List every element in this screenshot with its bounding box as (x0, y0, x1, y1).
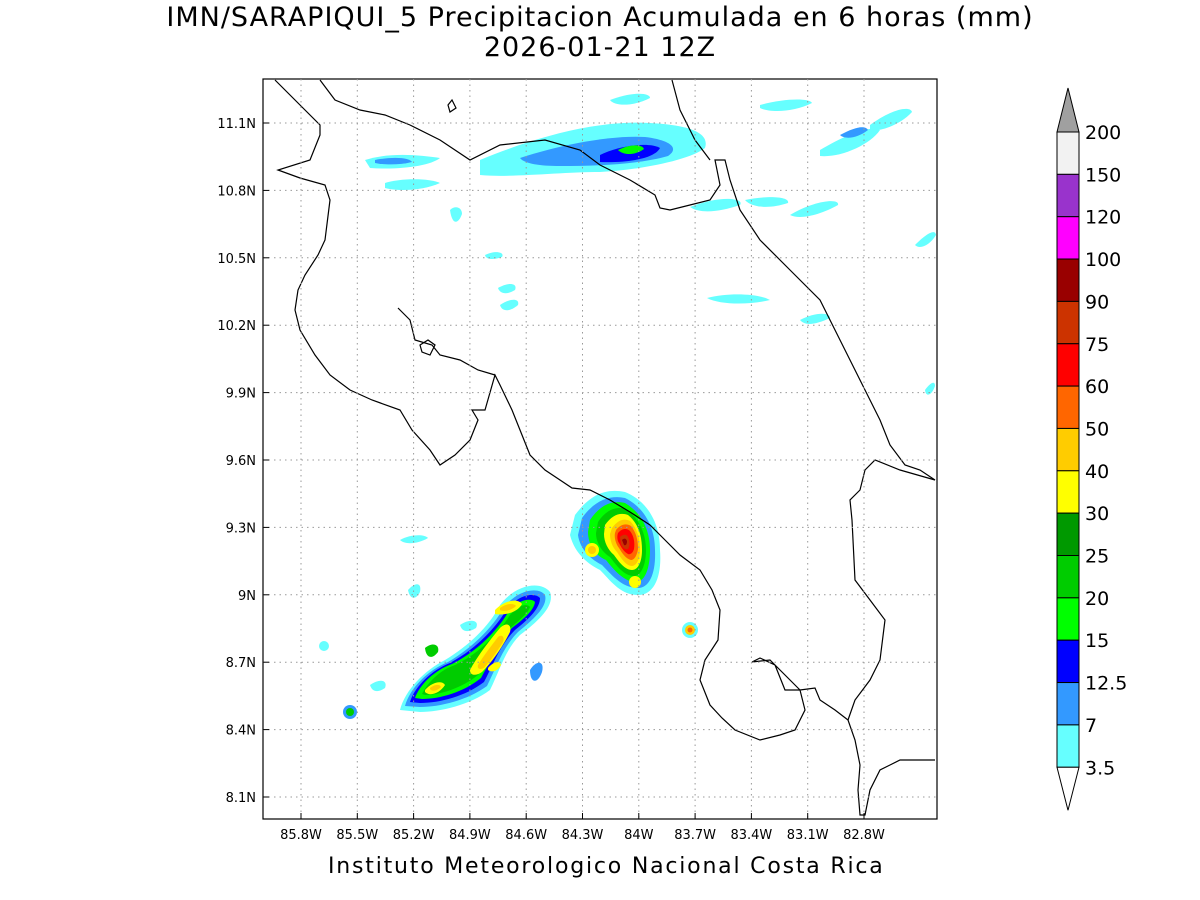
y-tick-label: 8.7N (226, 656, 256, 671)
colorbar-label: 12.5 (1085, 673, 1127, 695)
colorbar-swatch (1056, 216, 1080, 260)
x-tick-label: 84W (624, 828, 654, 843)
map-title: IMN/SARAPIQUI_5 Precipitacion Acumulada … (166, 2, 1034, 33)
y-tick-label: 8.4N (226, 724, 256, 739)
longitude-ticks: 85.8W 85.5W 85.2W 84.9W 84.6W 84.3W 84W 83.7W 83… (280, 813, 885, 843)
map-frame (262, 78, 938, 820)
colorbar-label: 60 (1085, 376, 1109, 398)
colorbar-swatch (1056, 258, 1080, 302)
y-tick-label: 10.8N (217, 184, 256, 199)
y-tick-label: 9.6N (226, 454, 256, 469)
colorbar-swatch (1056, 470, 1080, 514)
colorbar-swatch (1056, 131, 1080, 175)
precipitation-fields (319, 93, 936, 719)
colorbar-swatch (1056, 639, 1080, 684)
colorbar-label: 75 (1085, 334, 1109, 356)
x-tick-label: 84.3W (562, 828, 604, 843)
x-tick-label: 85.2W (393, 828, 435, 843)
y-tick-label: 10.2N (217, 319, 256, 334)
colorbar-swatch (1056, 597, 1080, 641)
colorbar-label: 50 (1085, 418, 1109, 440)
colorbar-label: 3.5 (1085, 757, 1115, 779)
y-tick-label: 9.3N (226, 521, 256, 536)
y-tick-label: 10.5N (217, 252, 256, 267)
colorbar-label: 200 (1085, 122, 1121, 144)
x-tick-label: 82.8W (843, 828, 885, 843)
colorbar-bottom-arrow (1056, 766, 1080, 811)
x-tick-label: 85.5W (336, 828, 378, 843)
colorbar-top-arrow (1056, 87, 1080, 133)
footer-credit: Instituto Meteorologico Nacional Costa R… (328, 854, 885, 879)
colorbar-label: 120 (1085, 207, 1121, 229)
y-tick-label: 8.1N (226, 791, 256, 806)
colorbar: 200 150 120 100 90 75 60 50 40 30 25 20 15 12.5 7 3.5 (1056, 87, 1127, 811)
colorbar-label: 150 (1085, 164, 1121, 186)
colorbar-swatch (1056, 555, 1080, 599)
colorbar-label: 100 (1085, 249, 1121, 271)
colorbar-label: 7 (1085, 715, 1097, 737)
y-tick-label: 9.9N (226, 387, 256, 402)
y-tick-label: 9N (238, 589, 256, 604)
x-tick-label: 85.8W (280, 828, 322, 843)
colorbar-label: 40 (1085, 461, 1109, 483)
colorbar-swatch (1056, 427, 1080, 472)
colorbar-label: 15 (1085, 630, 1109, 652)
colorbar-swatch (1056, 385, 1080, 429)
colorbar-swatch (1056, 512, 1080, 557)
colorbar-swatch (1056, 682, 1080, 726)
colorbar-label: 30 (1085, 503, 1109, 525)
x-tick-label: 83.7W (674, 828, 716, 843)
coastlines (274, 79, 936, 816)
colorbar-label: 25 (1085, 546, 1109, 568)
map-subtitle: 2026-01-21 12Z (483, 32, 717, 63)
x-tick-label: 83.1W (787, 828, 829, 843)
latitude-ticks: 11.1N 10.8N 10.5N 10.2N 9.9N 9.6N 9.3N 9N 8.7N 8.… (217, 117, 269, 806)
x-tick-label: 83.4W (730, 828, 772, 843)
colorbar-swatch (1056, 343, 1080, 387)
y-tick-label: 11.1N (217, 117, 256, 132)
colorbar-swatch (1056, 300, 1080, 345)
lat-lon-grid (263, 79, 937, 819)
colorbar-swatch (1056, 724, 1080, 768)
colorbar-label: 90 (1085, 291, 1109, 313)
colorbar-swatch (1056, 173, 1080, 218)
x-tick-label: 84.6W (505, 828, 547, 843)
x-tick-label: 84.9W (449, 828, 491, 843)
colorbar-label: 20 (1085, 588, 1109, 610)
